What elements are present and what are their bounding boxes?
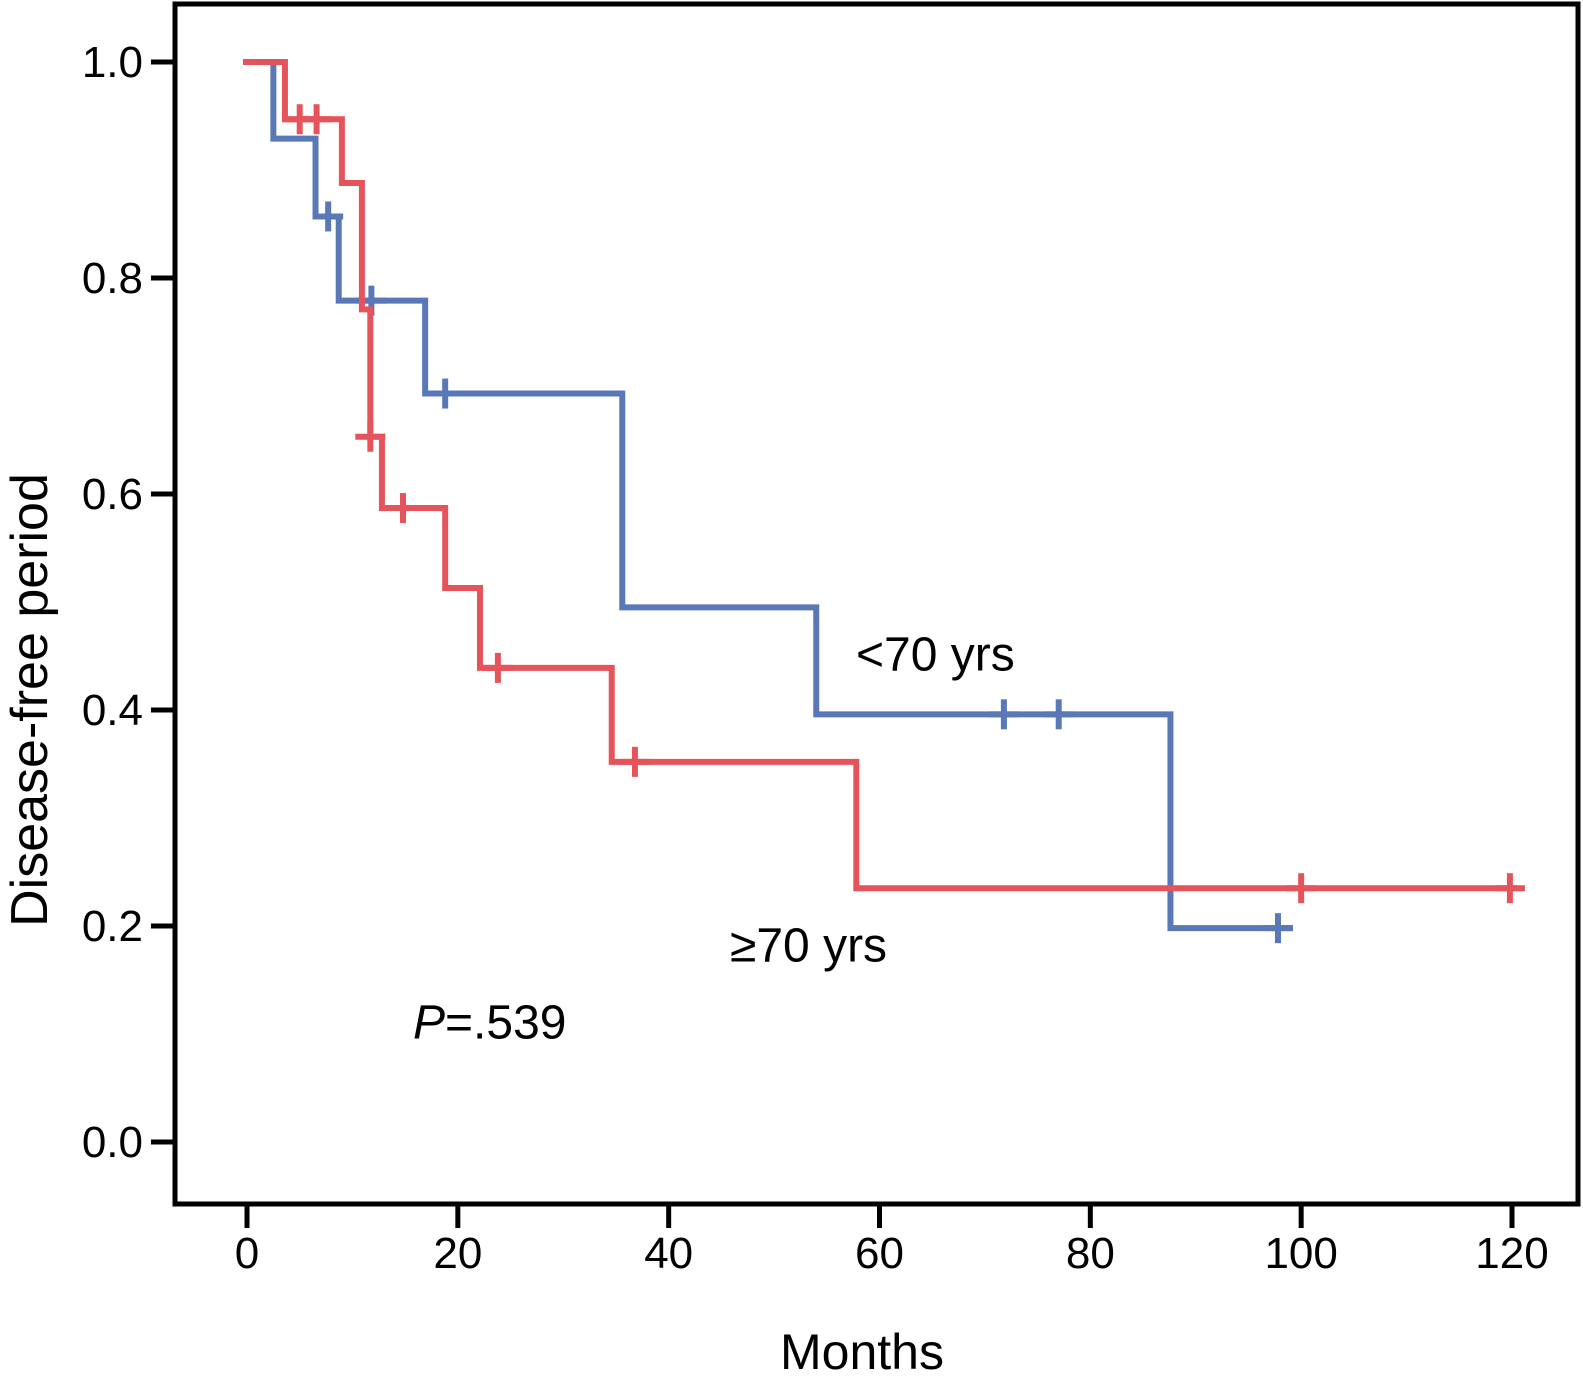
x-tick-label: 40 [644, 1229, 693, 1278]
x-tick-label: 80 [1066, 1229, 1115, 1278]
y-tick-label: 0.4 [82, 686, 143, 735]
plot-frame [172, 1, 1581, 1207]
series-label-70-and-over: ≥70 yrs [730, 919, 888, 973]
x-tick-label: 60 [855, 1229, 904, 1278]
y-axis-title: Disease-free period [1, 473, 59, 927]
y-tick-label: 0.0 [82, 1118, 143, 1167]
x-tick-label: 100 [1264, 1229, 1337, 1278]
x-tick-label: 0 [235, 1229, 259, 1278]
p-value-symbol: P [413, 996, 446, 1050]
y-tick-label: 0.6 [82, 470, 143, 519]
x-axis-title: Months [780, 1324, 944, 1380]
series-label-under-70: <70 yrs [856, 628, 1015, 682]
p-value-label: P=.539 [413, 996, 566, 1051]
x-tick-label: 120 [1475, 1229, 1548, 1278]
x-tick-label: 20 [433, 1229, 482, 1278]
survival-curve-70-and-over [243, 59, 1518, 892]
p-value-number: =.539 [445, 996, 567, 1050]
y-tick-label: 0.8 [82, 254, 143, 303]
y-tick-label: 0.2 [82, 902, 143, 951]
y-tick-label: 1.0 [82, 38, 143, 87]
